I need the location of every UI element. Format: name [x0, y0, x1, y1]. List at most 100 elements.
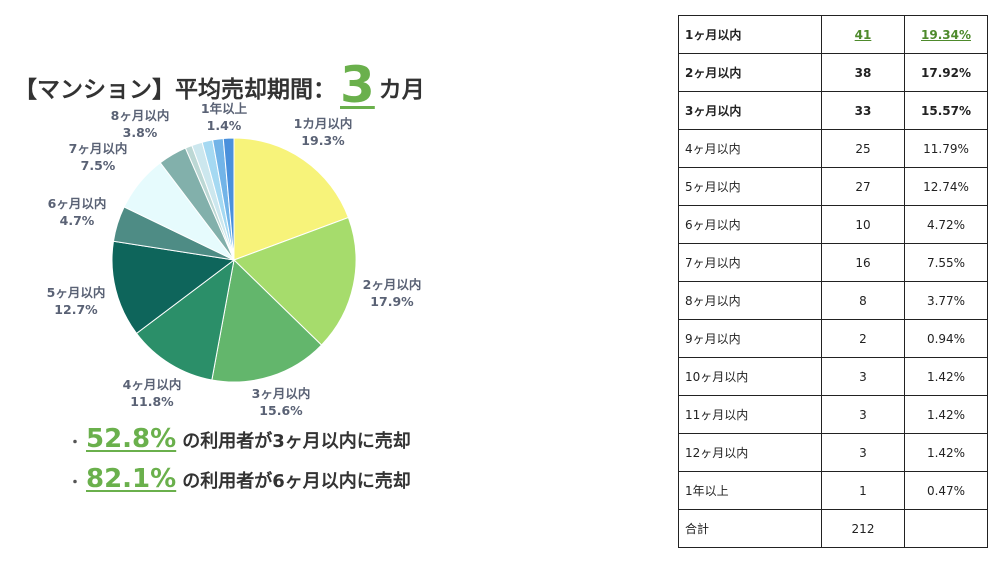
table-row: 1ヶ月以内 41 19.34%	[678, 15, 988, 54]
table-row: 6ヶ月以内 10 4.72%	[678, 205, 988, 244]
period-cell: 1ヶ月以内	[678, 15, 822, 54]
page-title: 【マンション】平均売却期間： 3 カ月	[14, 40, 425, 110]
table-row: 3ヶ月以内 33 15.57%	[678, 91, 988, 130]
period-cell: 9ヶ月以内	[678, 319, 822, 358]
percentage-cell: 0.47%	[904, 471, 988, 510]
count-cell: 10	[821, 205, 905, 244]
pie-slice-label: 6ヶ月以内 4.7%	[48, 196, 107, 230]
pie-slice	[233, 216, 357, 346]
count-cell: 16	[821, 243, 905, 282]
pie-slice	[233, 137, 350, 261]
sale-period-pie-chart	[111, 137, 357, 383]
bullet-text: の利用者が6ヶ月以内に売却	[182, 471, 411, 492]
pie-slice-percentage: 12.7%	[54, 301, 98, 317]
count-cell: 38	[821, 53, 905, 92]
period-cell: 12ヶ月以内	[678, 433, 822, 472]
pie-slice-name: 8ヶ月以内	[110, 108, 170, 123]
percentage-cell: 0.94%	[904, 319, 988, 358]
pie-slice-name: 6ヶ月以内	[47, 196, 107, 211]
percentage-cell: 1.42%	[904, 357, 988, 396]
period-cell: 10ヶ月以内	[678, 357, 822, 396]
period-cell: 5ヶ月以内	[678, 167, 822, 206]
title-prefix: 【マンション】平均売却期間：	[14, 77, 336, 103]
table-row: 8ヶ月以内 8 3.77%	[678, 281, 988, 320]
bullet-text: の利用者が3ヶ月以内に売却	[182, 431, 411, 452]
table-row: 4ヶ月以内 25 11.79%	[678, 129, 988, 168]
percentage-cell: 3.77%	[904, 281, 988, 320]
pie-slice	[211, 258, 323, 383]
summary-bullet-3-months: ・ 52.8% の利用者が3ヶ月以内に売却	[68, 424, 411, 464]
bullet-percentage: 52.8%	[86, 424, 177, 454]
pie-slice-name: 3ヶ月以内	[251, 386, 311, 401]
percentage-cell: 1.42%	[904, 433, 988, 472]
percentage-cell	[904, 509, 988, 548]
period-cell: 3ヶ月以内	[678, 91, 822, 130]
pie-slice-label: 1カ月以内 19.3%	[294, 116, 353, 150]
average-months-value: 3	[340, 56, 375, 114]
pie-slice	[111, 240, 236, 335]
percentage-cell: 11.79%	[904, 129, 988, 168]
pie-slice-label: 5ヶ月以内 12.7%	[47, 285, 106, 319]
period-cell: 合計	[678, 509, 822, 548]
percentage-cell: 19.34%	[904, 15, 988, 54]
count-cell: 41	[821, 15, 905, 54]
table-row: 10ヶ月以内 3 1.42%	[678, 357, 988, 396]
count-cell: 3	[821, 357, 905, 396]
count-cell: 33	[821, 91, 905, 130]
title-suffix: カ月	[378, 77, 425, 103]
percentage-cell: 15.57%	[904, 91, 988, 130]
period-cell: 6ヶ月以内	[678, 205, 822, 244]
bullet-dot: ・	[68, 435, 82, 451]
pie-slice-name: 2ヶ月以内	[362, 277, 422, 292]
pie-slice-percentage: 1.4%	[206, 117, 242, 133]
count-cell: 27	[821, 167, 905, 206]
count-cell: 1	[821, 471, 905, 510]
percentage-cell: 12.74%	[904, 167, 988, 206]
table-row: 2ヶ月以内 38 17.92%	[678, 53, 988, 92]
pie-slice-percentage: 11.8%	[130, 393, 174, 409]
percentage-cell: 17.92%	[904, 53, 988, 92]
pie-slice-name: 4ヶ月以内	[122, 377, 182, 392]
period-cell: 2ヶ月以内	[678, 53, 822, 92]
pie-slice-name: 5ヶ月以内	[46, 285, 106, 300]
pie-slice-name: 1年以上	[200, 101, 248, 116]
summary-bullet-6-months: ・ 82.1% の利用者が6ヶ月以内に売却	[68, 464, 411, 504]
pie-slice-percentage: 7.5%	[80, 157, 116, 173]
table-row: 11ヶ月以内 3 1.42%	[678, 395, 988, 434]
pie-slice-label: 8ヶ月以内 3.8%	[111, 108, 170, 142]
period-cell: 7ヶ月以内	[678, 243, 822, 282]
pie-slice-label: 7ヶ月以内 7.5%	[69, 141, 128, 175]
pie-slice-name: 7ヶ月以内	[68, 141, 128, 156]
pie-slice-label: 2ヶ月以内 17.9%	[363, 277, 422, 311]
period-cell: 1年以上	[678, 471, 822, 510]
table-row: 1年以上 1 0.47%	[678, 471, 988, 510]
table-row: 12ヶ月以内 3 1.42%	[678, 433, 988, 472]
pie-slice-percentage: 4.7%	[59, 212, 95, 228]
count-cell: 25	[821, 129, 905, 168]
bullet-dot: ・	[68, 475, 82, 491]
pie-slice-label: 4ヶ月以内 11.8%	[123, 377, 182, 411]
period-cell: 11ヶ月以内	[678, 395, 822, 434]
period-cell: 8ヶ月以内	[678, 281, 822, 320]
percentage-cell: 4.72%	[904, 205, 988, 244]
bullet-percentage: 82.1%	[86, 464, 177, 494]
pie-slice-percentage: 19.3%	[301, 132, 345, 148]
table-row: 7ヶ月以内 16 7.55%	[678, 243, 988, 282]
count-cell: 3	[821, 395, 905, 434]
pie-slice-label: 1年以上 1.4%	[201, 101, 247, 135]
percentage-cell: 1.42%	[904, 395, 988, 434]
pie-slice-percentage: 15.6%	[259, 402, 303, 418]
count-cell: 8	[821, 281, 905, 320]
table-row: 5ヶ月以内 27 12.74%	[678, 167, 988, 206]
count-cell: 2	[821, 319, 905, 358]
pie-slice-percentage: 3.8%	[122, 124, 158, 140]
period-cell: 4ヶ月以内	[678, 129, 822, 168]
count-cell: 212	[821, 509, 905, 548]
count-cell: 3	[821, 433, 905, 472]
percentage-cell: 7.55%	[904, 243, 988, 282]
sale-period-table: 1ヶ月以内 41 19.34% 2ヶ月以内 38 17.92% 3ヶ月以内 33 15.57% 4…	[678, 15, 988, 548]
pie-slice-percentage: 17.9%	[370, 293, 414, 309]
pie-slice	[135, 258, 235, 381]
pie-slice-label: 3ヶ月以内 15.6%	[252, 386, 311, 420]
table-row: 9ヶ月以内 2 0.94%	[678, 319, 988, 358]
